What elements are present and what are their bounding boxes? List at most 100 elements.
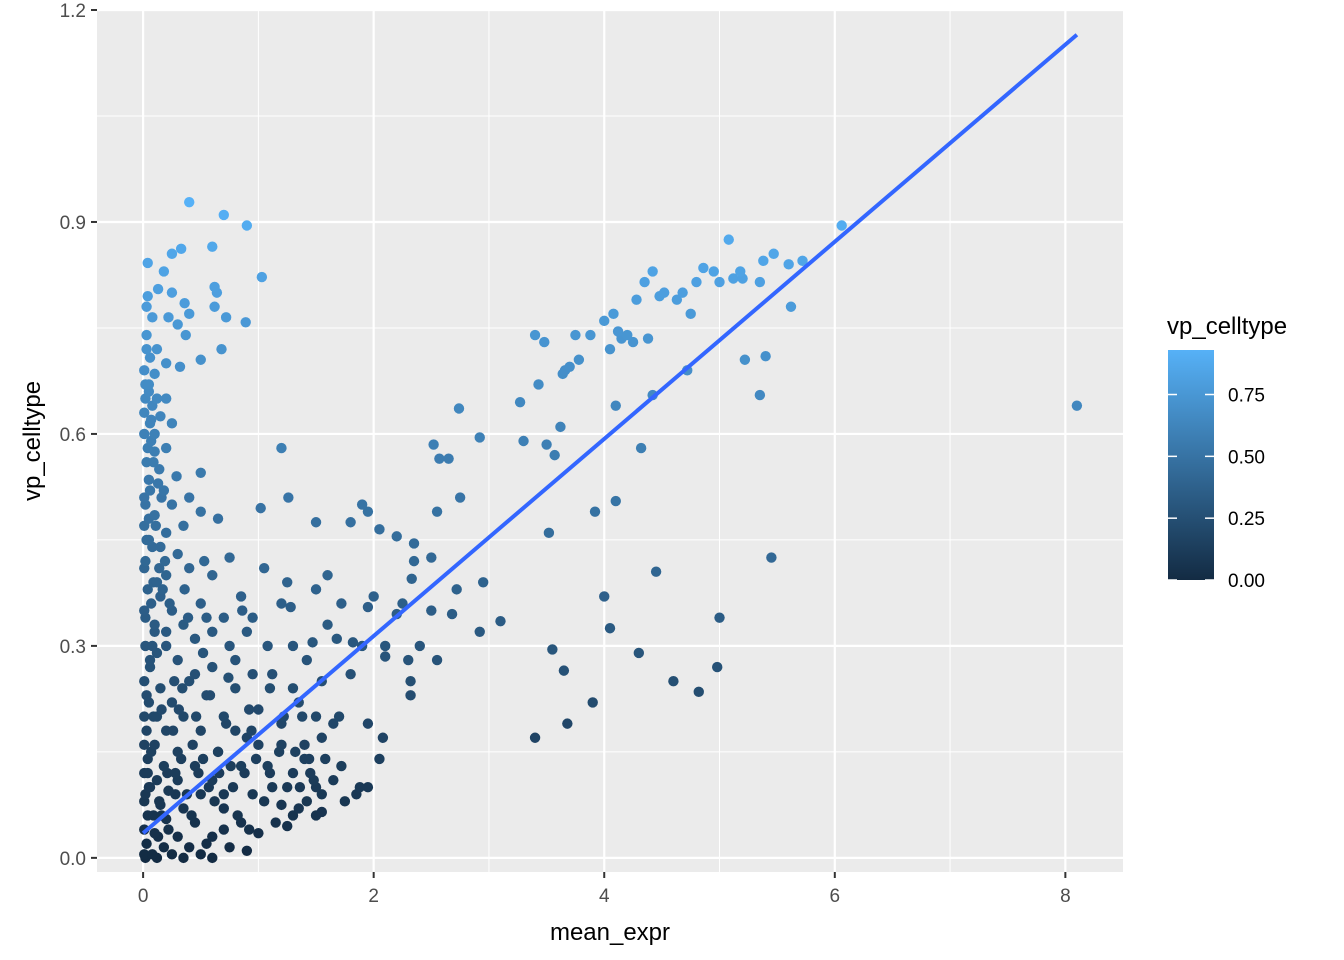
data-point — [639, 276, 650, 288]
data-point — [160, 527, 172, 539]
data-point — [345, 517, 356, 528]
data-point — [693, 686, 704, 698]
data-point — [316, 732, 327, 743]
data-point — [255, 502, 266, 514]
data-point — [604, 343, 616, 355]
data-point — [282, 820, 293, 832]
data-point — [564, 361, 575, 373]
data-point — [160, 358, 172, 369]
data-point — [328, 774, 339, 786]
data-point — [154, 796, 165, 807]
data-point — [145, 414, 157, 426]
data-point — [184, 196, 195, 208]
data-point — [141, 301, 152, 312]
data-point — [141, 838, 152, 849]
data-point — [258, 796, 270, 807]
data-point — [428, 439, 439, 450]
data-point — [282, 782, 293, 793]
data-point — [220, 312, 232, 323]
data-point — [267, 668, 278, 680]
data-point — [142, 257, 153, 269]
data-point — [243, 824, 255, 835]
data-point — [189, 633, 201, 645]
data-point — [139, 849, 150, 860]
data-point — [155, 411, 166, 422]
data-point — [209, 301, 220, 312]
data-point — [270, 817, 281, 828]
data-point — [374, 753, 385, 765]
data-point — [403, 654, 414, 666]
data-point — [356, 499, 368, 510]
data-point — [195, 849, 206, 860]
data-point — [547, 644, 558, 655]
data-point — [172, 831, 183, 842]
data-point — [139, 711, 150, 722]
data-point — [155, 683, 166, 694]
data-point — [158, 842, 170, 853]
data-point — [150, 520, 161, 531]
data-point — [178, 852, 189, 864]
data-point — [139, 407, 150, 418]
data-point — [154, 464, 165, 475]
data-point — [154, 562, 165, 574]
data-point — [543, 527, 555, 539]
data-point — [562, 718, 573, 729]
data-point — [182, 612, 194, 623]
data-point — [241, 220, 253, 231]
data-point — [184, 308, 195, 320]
data-point — [714, 276, 725, 288]
data-point — [247, 668, 258, 680]
data-point — [262, 640, 273, 652]
data-point — [426, 552, 437, 563]
data-point — [754, 276, 766, 288]
data-point — [454, 492, 466, 503]
data-point — [218, 612, 230, 623]
data-point — [218, 824, 230, 835]
data-point — [218, 789, 230, 800]
data-point — [195, 789, 206, 800]
data-point — [160, 640, 172, 652]
data-point — [240, 317, 251, 328]
data-point — [156, 704, 167, 715]
data-point — [336, 760, 347, 772]
data-point — [1071, 400, 1083, 411]
data-point — [175, 243, 187, 255]
data-point — [232, 810, 243, 821]
data-point — [158, 760, 170, 772]
x-axis: 0 2 4 6 8 — [138, 872, 1071, 907]
data-point — [178, 803, 189, 814]
data-point — [166, 248, 178, 259]
data-point — [189, 760, 201, 772]
data-point — [320, 753, 331, 765]
data-point — [316, 806, 327, 818]
x-tick-label: 8 — [1060, 886, 1071, 907]
data-point — [212, 746, 224, 758]
data-point — [166, 287, 178, 298]
data-point — [152, 283, 164, 295]
data-point — [599, 591, 610, 602]
data-point — [514, 396, 526, 408]
data-point — [151, 393, 163, 404]
data-point — [151, 343, 163, 355]
data-point — [474, 432, 485, 443]
data-point — [195, 725, 206, 736]
data-point — [647, 266, 658, 277]
data-point — [172, 319, 183, 330]
data-point — [143, 474, 155, 486]
data-point — [256, 271, 268, 283]
data-point — [171, 471, 182, 482]
data-point — [316, 789, 327, 800]
data-point — [141, 725, 152, 736]
data-point — [141, 329, 152, 341]
data-point — [250, 753, 262, 765]
data-point — [362, 782, 374, 793]
data-point — [223, 672, 234, 683]
data-point — [310, 584, 322, 595]
data-point — [149, 827, 160, 839]
data-point — [189, 668, 201, 680]
data-point — [303, 753, 315, 765]
data-point — [144, 654, 156, 666]
data-point — [147, 640, 158, 652]
data-point — [622, 329, 633, 341]
data-point — [431, 654, 443, 666]
